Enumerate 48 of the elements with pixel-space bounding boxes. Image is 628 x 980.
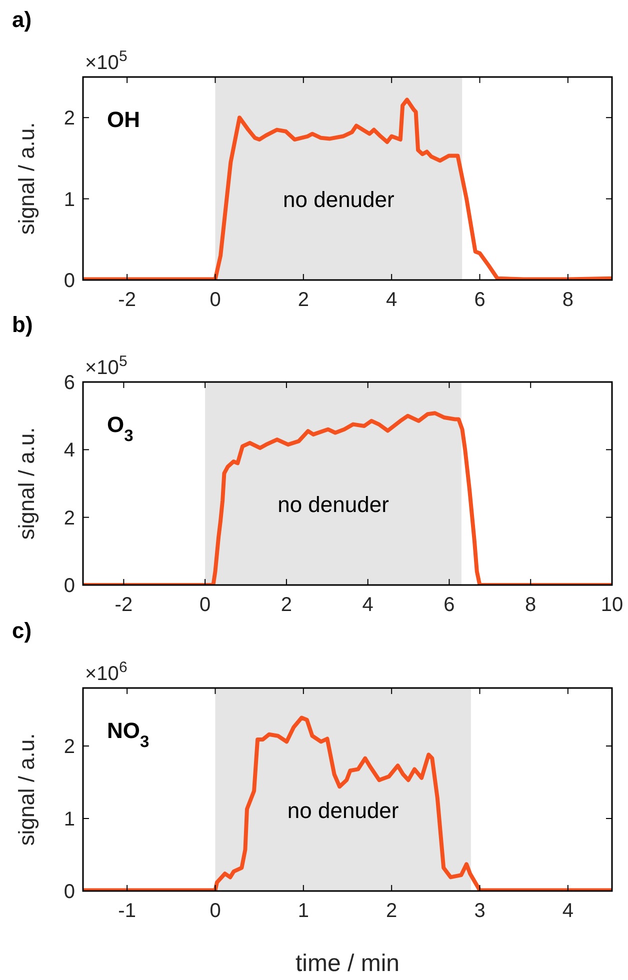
x-tick-label: 4 xyxy=(386,289,398,311)
x-tick-label: 6 xyxy=(444,594,455,616)
x-tick-label: 3 xyxy=(474,900,486,922)
chart-title: c) xyxy=(12,618,32,643)
y-axis-title: signal / a.u. xyxy=(14,733,39,846)
y-axis-title: signal / a.u. xyxy=(14,122,39,235)
x-tick-label: 1 xyxy=(298,900,309,922)
x-tick-label: 4 xyxy=(362,594,374,616)
annotation: NO$_{3}$ xyxy=(107,718,150,751)
x-tick-label: -2 xyxy=(114,594,133,616)
y-tick-label: 2 xyxy=(64,736,75,758)
x-tick-label: 8 xyxy=(525,594,536,616)
x-tick-label: 0 xyxy=(200,594,211,616)
band-label: no denuder xyxy=(283,186,394,212)
x-tick-label: 4 xyxy=(562,900,574,922)
x-tick-label: 2 xyxy=(386,900,398,922)
line-series xyxy=(83,98,612,280)
line-series xyxy=(83,411,612,585)
x-axis-title: time / min xyxy=(295,950,400,977)
text: ×10$^{5}$ xyxy=(85,352,128,379)
y-tick-label: 4 xyxy=(64,440,75,462)
band-label: no denuder xyxy=(278,492,389,517)
x-tick-label: 2 xyxy=(298,289,309,311)
x-tick-label: 0 xyxy=(210,289,221,311)
text: ×10$^{6}$ xyxy=(85,658,128,685)
annotation: OH xyxy=(107,107,140,132)
chart-title: b) xyxy=(12,312,33,337)
text: ×10$^{5}$ xyxy=(85,48,128,74)
y-tick-label: 6 xyxy=(64,372,75,394)
band-label: no denuder xyxy=(287,798,399,823)
x-tick-label: -1 xyxy=(118,900,136,922)
x-tick-label: 10 xyxy=(600,594,624,616)
y-tick-label: 2 xyxy=(64,108,75,130)
y-tick-label: 0 xyxy=(64,270,75,292)
line-series xyxy=(83,716,612,891)
x-tick-label: 6 xyxy=(474,289,486,311)
y-tick-label: 1 xyxy=(64,188,75,211)
x-tick-label: -2 xyxy=(118,289,136,311)
y-tick-label: 2 xyxy=(64,507,75,530)
y-tick-label: 0 xyxy=(64,881,75,903)
annotation: O$_{3}$ xyxy=(107,412,134,445)
y-axis-title: signal / a.u. xyxy=(14,427,39,540)
y-tick-label: 0 xyxy=(64,575,75,597)
x-tick-label: 2 xyxy=(280,594,292,616)
x-tick-label: 0 xyxy=(210,900,221,922)
x-tick-label: 8 xyxy=(562,289,574,311)
y-tick-label: 1 xyxy=(64,808,75,830)
chart-title: a) xyxy=(12,7,32,32)
